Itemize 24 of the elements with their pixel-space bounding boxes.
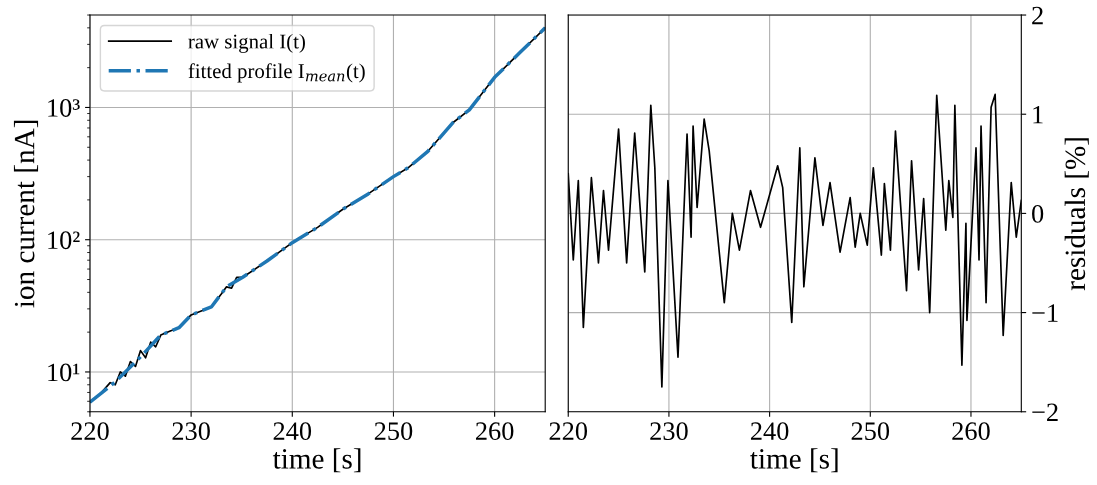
y-tick-label: −2 [1032,403,1058,421]
x-tick-label: 250 [374,422,413,441]
x-tick-label: 220 [549,422,588,441]
y-tick-label: 10³ [48,99,80,117]
x-tick-label: 260 [475,422,514,441]
x-tick-label: 240 [750,422,789,441]
x-tick-label: 260 [952,422,990,441]
x-axis-title: time [s] [750,448,838,473]
x-tick-label: 230 [172,422,210,441]
y-axis-title: residuals [%] [1064,138,1089,291]
y-axis-title: ion current [nA] [13,120,39,308]
y-tick-label: 10¹ [48,363,80,382]
y-tick-label: 10² [48,231,80,250]
x-axis-title: time [s] [272,448,361,473]
y-tick-label: 2 [1032,6,1043,25]
legend-label: fitted profile I$_{mean}$(t) [188,63,365,83]
x-tick-label: 230 [650,422,688,441]
y-tick-label: 0 [1032,205,1044,223]
x-tick-label: 250 [851,422,890,441]
x-tick-label: 240 [273,422,312,441]
x-tick-label: 220 [71,422,109,441]
legend-label: raw signal I(t) [188,33,305,53]
y-tick-label: −1 [1032,304,1058,322]
y-tick-label: 1 [1033,105,1043,124]
